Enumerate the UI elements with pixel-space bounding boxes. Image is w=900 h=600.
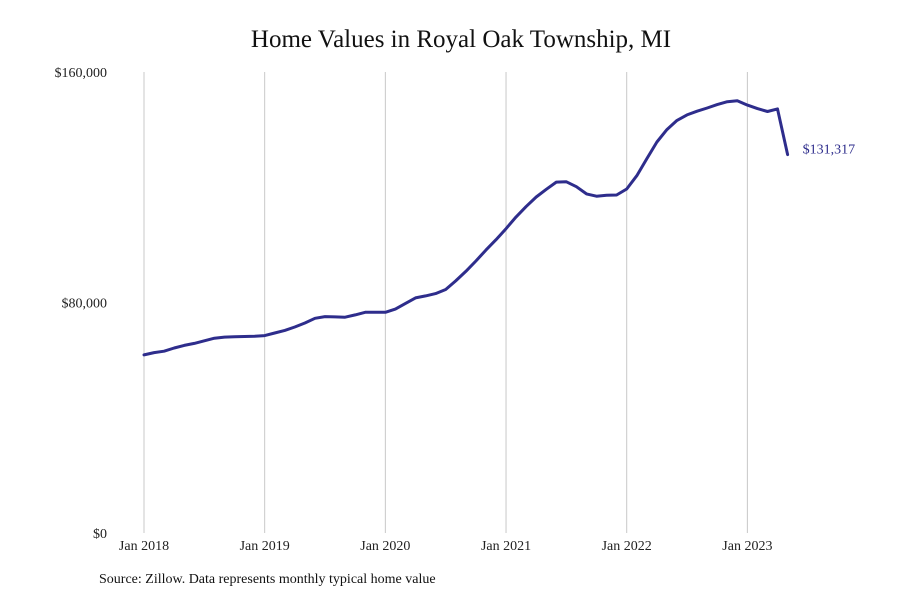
x-tick-label: Jan 2018 (119, 539, 169, 554)
y-tick-label: $0 (93, 527, 107, 542)
y-tick-label: $160,000 (55, 66, 108, 81)
x-tick-label: Jan 2022 (602, 539, 652, 554)
chart-title: Home Values in Royal Oak Township, MI (250, 26, 672, 53)
y-tick-label: $80,000 (62, 297, 108, 312)
x-tick-label: Jan 2020 (360, 539, 410, 554)
x-tick-label: Jan 2019 (240, 539, 290, 554)
series-line (142, 99, 790, 357)
x-tick-label: Jan 2021 (481, 539, 531, 554)
source-note: Source: Zillow. Data represents monthly … (99, 572, 436, 587)
end-value-label: $131,317 (803, 143, 856, 158)
x-tick-label: Jan 2023 (722, 539, 772, 554)
